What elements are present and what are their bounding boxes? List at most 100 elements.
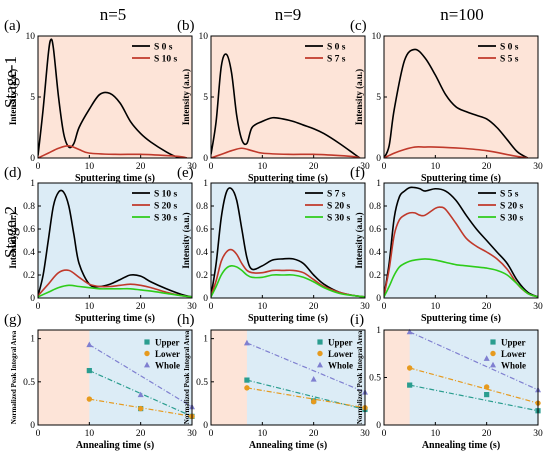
y-tick-label: 1 <box>30 335 35 345</box>
y-tick-label: 0 <box>30 421 35 431</box>
panel-label: (d) <box>4 165 22 181</box>
x-tick-label: 30 <box>187 302 197 312</box>
plot-frame <box>210 35 366 159</box>
legend-label: Whole <box>328 360 353 370</box>
legend-label: S 20 s <box>154 202 178 212</box>
x-tick-label: 30 <box>360 162 370 172</box>
plot-background <box>211 36 365 158</box>
y-tick-label: 0.2 <box>196 271 208 281</box>
y-axis-label: Intensity (a.u.) <box>354 212 364 268</box>
series-group <box>211 187 365 298</box>
legend-marker <box>317 339 323 345</box>
legend-marker <box>490 361 496 368</box>
y-axis-label: Intensity (a.u.) <box>8 212 18 268</box>
y-axis-label: Intensity (a.u.) <box>8 69 18 125</box>
x-tick-label: 10 <box>431 162 441 172</box>
panel-label: (e) <box>177 165 194 181</box>
data-point <box>484 392 490 398</box>
data-point <box>86 367 92 374</box>
panel-label: (g) <box>4 312 22 328</box>
y-tick-label: 1 <box>376 326 381 336</box>
panel-label: (f) <box>350 165 365 181</box>
data-point <box>243 339 250 346</box>
legend-marker <box>144 339 150 345</box>
column-title-n100: n=100 <box>440 5 484 24</box>
data-point <box>137 405 144 412</box>
x-axis-label: Sputtering time (s) <box>75 173 155 184</box>
x-tick-label: 30 <box>533 302 543 312</box>
x-tick-label: 20 <box>482 162 492 172</box>
series-group <box>38 189 192 298</box>
y-tick-label: 0.5 <box>23 378 35 388</box>
y-tick-label: 0 <box>376 421 381 431</box>
legend-label: S 20 s <box>327 202 351 212</box>
data-point <box>86 396 93 402</box>
x-axis-label: Sputtering time (s) <box>75 313 155 324</box>
x-tick-label: 0 <box>209 302 214 312</box>
legend-marker <box>317 361 323 368</box>
y-tick-label: 0 <box>203 294 208 304</box>
plot-frame <box>210 182 366 299</box>
legend-label: S 0 s <box>500 43 519 53</box>
fit-line-3 <box>89 344 193 408</box>
legend-label: S 30 s <box>500 214 524 224</box>
column-title-n5: n=5 <box>100 5 127 24</box>
y-axis-label: Intensity (a.u.) <box>181 212 191 268</box>
stage1-region <box>384 330 410 425</box>
y-tick-label: 1 <box>376 179 381 189</box>
y-tick-label: 0.8 <box>23 202 35 212</box>
chart-panel-h: (h) 0 10 20 30 0 0.5 1 Annealing time (s) Normali… <box>177 312 370 451</box>
panel-label: (h) <box>177 312 195 328</box>
row-title-stage2: Stage-2 <box>1 206 20 258</box>
legend-label: Lower <box>501 349 526 359</box>
series-line-1 <box>384 186 538 298</box>
x-tick-label: 10 <box>258 429 268 439</box>
x-tick-label: 10 <box>85 429 95 439</box>
data-point <box>483 384 490 390</box>
series-group <box>86 341 195 420</box>
y-tick-label: 0 <box>376 294 381 304</box>
x-tick-label: 30 <box>187 162 197 172</box>
series-line-1 <box>38 38 187 158</box>
x-tick-label: 20 <box>136 302 146 312</box>
y-tick-label: 10 <box>372 32 382 42</box>
y-tick-label: 0 <box>203 421 208 431</box>
stage1-region <box>211 330 247 425</box>
legend-label: S 20 s <box>500 202 524 212</box>
series-group <box>384 186 538 298</box>
y-tick-label: 5 <box>30 93 35 103</box>
x-tick-label: 0 <box>36 302 41 312</box>
series-line-1 <box>211 53 361 158</box>
series-line-2 <box>211 147 361 158</box>
data-point <box>244 385 250 391</box>
x-tick-label: 30 <box>360 429 370 439</box>
series-line-3 <box>211 264 365 298</box>
series-line-3 <box>384 258 538 298</box>
data-point <box>310 376 317 382</box>
y-tick-label: 0 <box>30 154 35 164</box>
fit-line-1 <box>246 379 366 411</box>
legend-label: Whole <box>501 360 526 370</box>
series-group <box>38 38 188 158</box>
x-tick-label: 30 <box>187 429 197 439</box>
x-axis-label: Annealing time (s) <box>76 440 154 451</box>
y-axis-label: Intensity (a.u.) <box>181 69 191 125</box>
x-tick-label: 20 <box>136 429 146 439</box>
chart-panel-d: (d) 0 10 20 30 0 0.2 0.4 0.6 0.8 1 Sputtering time … <box>4 165 197 324</box>
series-line-2 <box>38 144 188 158</box>
chart-panel-e: (e) 0 10 20 30 0 0.2 0.4 0.6 0.8 1 Sputtering time … <box>177 165 370 324</box>
x-tick-label: 20 <box>482 302 492 312</box>
panel-label: (i) <box>350 312 364 328</box>
x-tick-label: 10 <box>258 302 268 312</box>
y-tick-label: 0.4 <box>23 248 35 258</box>
legend-label: S 7 s <box>327 55 346 65</box>
x-tick-label: 10 <box>85 162 95 172</box>
y-tick-label: 0.2 <box>369 271 381 281</box>
x-tick-label: 10 <box>85 302 95 312</box>
panel-label: (c) <box>350 18 367 34</box>
row-title-stage1: Stage-1 <box>1 56 20 108</box>
y-tick-label: 10 <box>199 32 209 42</box>
